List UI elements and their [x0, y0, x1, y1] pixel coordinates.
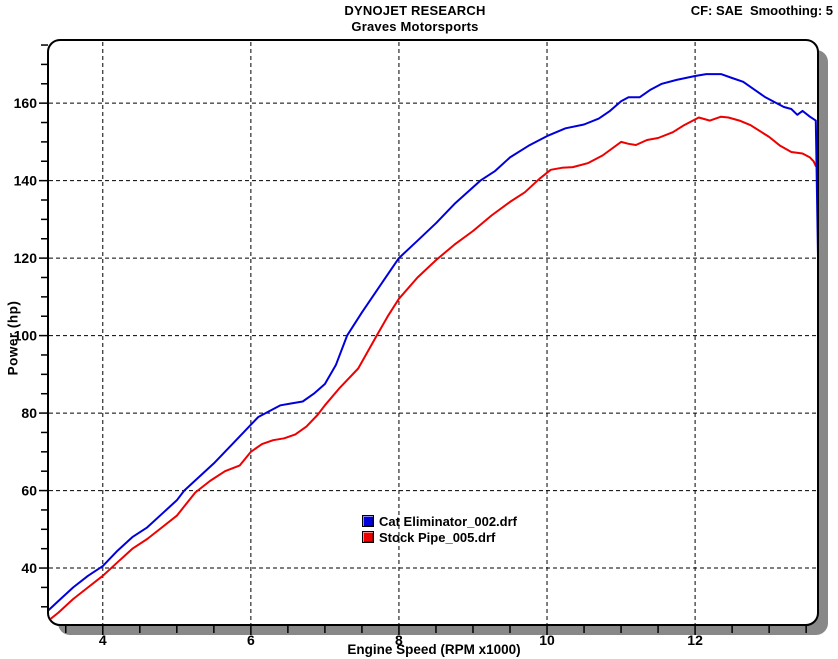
y-tick-labels: 40 60 80 100 120 140 160 [14, 95, 38, 576]
chart-legend: Cat Eliminator_002.drf Stock Pipe_005.dr… [362, 513, 517, 545]
axis-ticks [39, 44, 807, 635]
chart-title: DYNOJET RESEARCH [344, 3, 486, 18]
x-axis-title: Engine Speed (RPM x1000) [347, 642, 521, 657]
curve-cat-eliminator-002-drf [49, 73, 817, 612]
legend-label-stock-pipe: Stock Pipe_005.drf [379, 529, 496, 545]
y-axis-title: Power (hp) [5, 300, 21, 376]
svg-text:140: 140 [14, 173, 38, 189]
svg-text:60: 60 [21, 483, 37, 499]
svg-text:8: 8 [395, 632, 403, 648]
series-curves [49, 73, 817, 622]
chart-subtitle: Graves Motorsports [351, 19, 479, 34]
svg-text:40: 40 [21, 560, 37, 576]
legend-item-stock-pipe: Stock Pipe_005.drf [362, 529, 517, 545]
legend-label-cat-eliminator: Cat Eliminator_002.drf [379, 513, 517, 529]
svg-text:4: 4 [99, 632, 107, 648]
svg-text:6: 6 [247, 632, 255, 648]
legend-swatch-blue [362, 515, 374, 527]
svg-text:12: 12 [687, 632, 703, 648]
correction-smoothing-note: CF: SAE Smoothing: 5 [690, 3, 833, 18]
svg-text:80: 80 [21, 405, 37, 421]
curve-stock-pipe-005-drf [49, 115, 817, 622]
svg-text:120: 120 [14, 250, 38, 266]
plot-frame [47, 39, 819, 626]
svg-text:160: 160 [14, 95, 38, 111]
gridlines [49, 42, 816, 624]
legend-swatch-red [362, 531, 374, 543]
svg-text:100: 100 [14, 328, 38, 344]
svg-text:10: 10 [539, 632, 555, 648]
legend-item-cat-eliminator: Cat Eliminator_002.drf [362, 513, 517, 529]
x-tick-labels: 4 6 8 10 12 [99, 632, 703, 648]
